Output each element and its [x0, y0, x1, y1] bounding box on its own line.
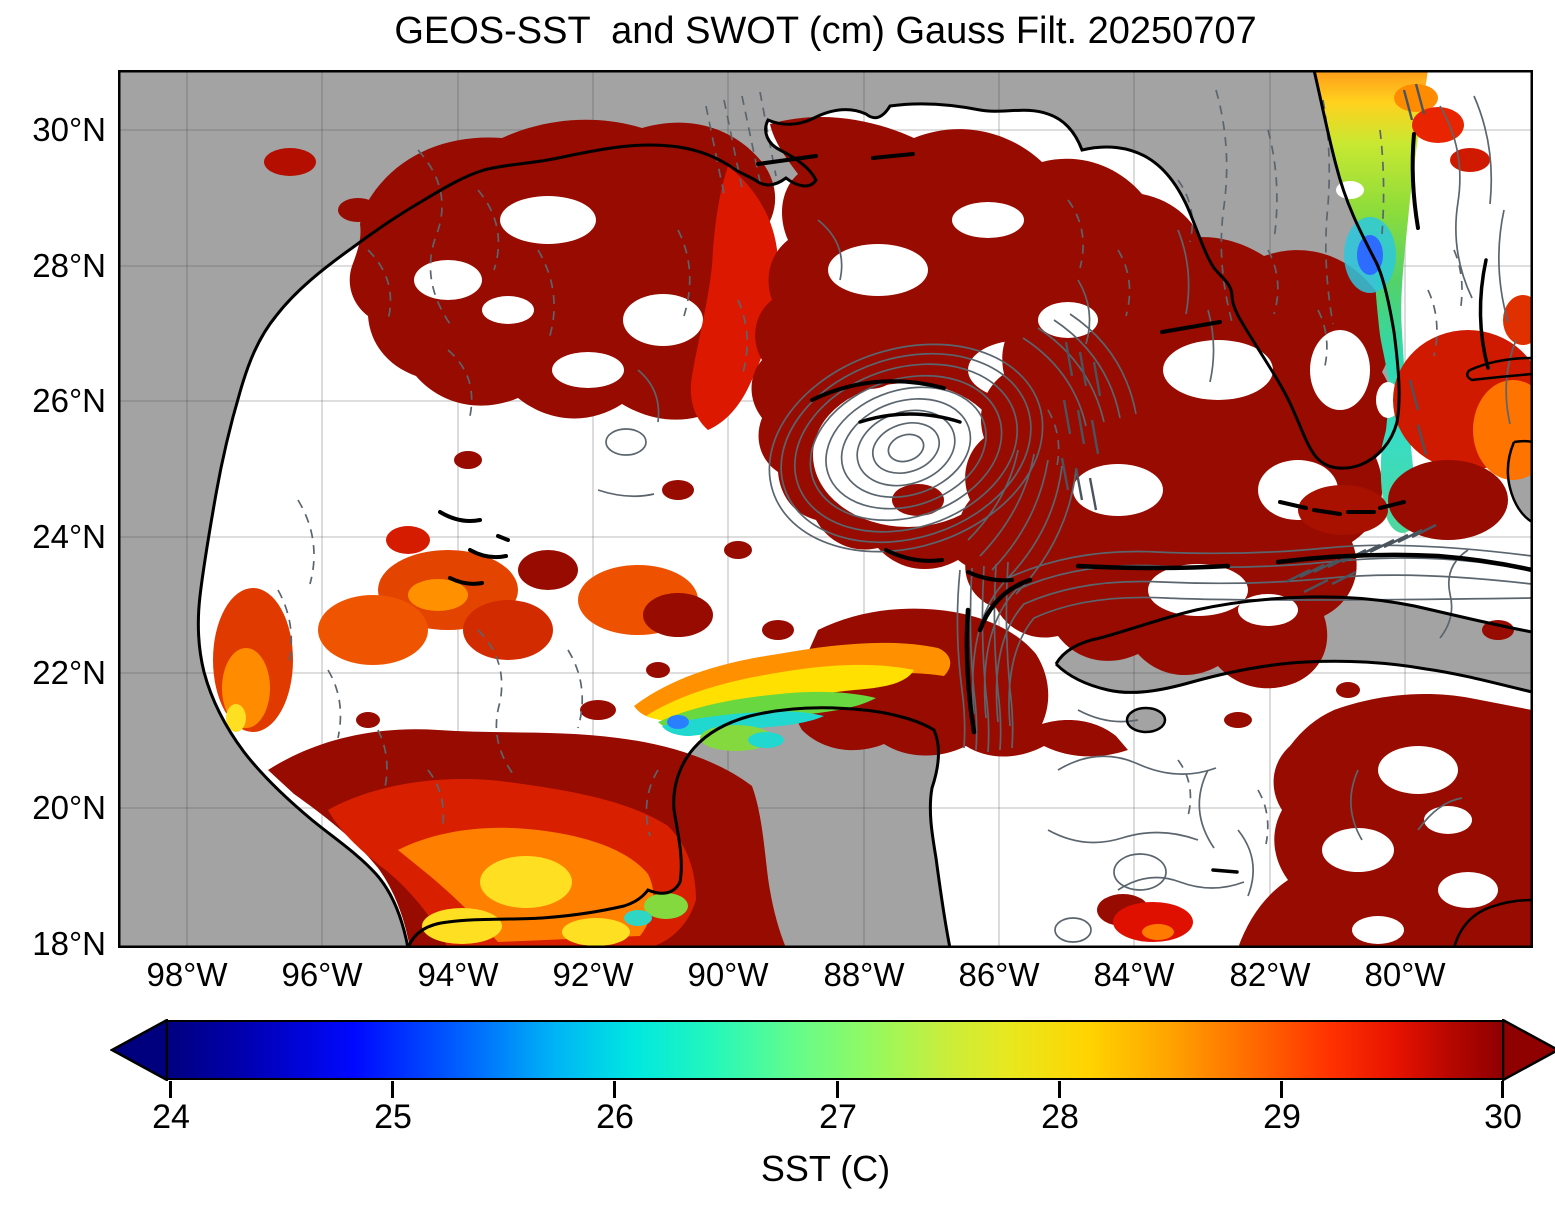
- contour-layer-black: [438, 132, 1535, 874]
- lon-axis-label-90w: 90°W: [687, 956, 769, 993]
- colorbar-tick-label-27: 27: [819, 1098, 857, 1136]
- colorbar-tick-label-29: 29: [1263, 1098, 1301, 1136]
- plot-title: GEOS-SST and SWOT (cm) Gauss Filt. 20250…: [394, 10, 1257, 52]
- land-north-america-mexico: [118, 70, 1400, 948]
- colorbar-tick-28: [1058, 1081, 1061, 1098]
- lat-axis-label-22n: 22°N: [32, 654, 106, 691]
- lat-axis-label-30n: 30°N: [32, 111, 106, 148]
- coastline-layer: [116, 68, 1533, 949]
- colorbar-tick-label-24: 24: [152, 1098, 190, 1136]
- lat-axis-label-20n: 20°N: [32, 789, 106, 826]
- colorbar-tick-25: [391, 1081, 394, 1098]
- lon-axis-label-96w: 96°W: [281, 956, 363, 993]
- lat-axis-label-26n: 26°N: [32, 382, 106, 419]
- map-plot-area: [115, 67, 1553, 951]
- colorbar-tick-29: [1280, 1081, 1283, 1098]
- lon-axis-label-98w: 98°W: [146, 956, 228, 993]
- lon-axis-label-92w: 92°W: [552, 956, 634, 993]
- lon-axis-label-88w: 88°W: [823, 956, 905, 993]
- eddy-contour-rings: [768, 343, 1044, 553]
- colorbar-tick-26: [613, 1081, 616, 1098]
- land-isla-juventud: [1127, 708, 1165, 732]
- colorbar-label: SST (C): [760, 1148, 891, 1189]
- lon-axis-label-80w: 80°W: [1364, 956, 1446, 993]
- lon-axis-label-94w: 94°W: [417, 956, 499, 993]
- colorbar-tick-label-25: 25: [374, 1098, 412, 1136]
- colorbar-left-arrow: [110, 1019, 168, 1081]
- colorbar-tick-27: [836, 1081, 839, 1098]
- lat-axis-label-24n: 24°N: [32, 518, 106, 555]
- map-canvas: [115, 67, 1553, 951]
- contour-hatch-marks: [1060, 83, 1437, 594]
- colorbar-tick-label-28: 28: [1041, 1098, 1079, 1136]
- lon-axis-label-86w: 86°W: [958, 956, 1040, 993]
- colorbar-gradient: [166, 1020, 1504, 1080]
- colorbar-right-arrow: [1502, 1019, 1555, 1081]
- colorbar-tick-label-30: 30: [1484, 1098, 1522, 1136]
- lat-axis-label-18n: 18°N: [32, 925, 106, 962]
- lon-axis-label-84w: 84°W: [1093, 956, 1175, 993]
- lon-axis-label-82w: 82°W: [1229, 956, 1311, 993]
- colorbar-tick-30: [1501, 1081, 1504, 1098]
- colorbar-tick-label-26: 26: [596, 1098, 634, 1136]
- colorbar-tick-24: [169, 1081, 172, 1098]
- lat-axis-label-28n: 28°N: [32, 247, 106, 284]
